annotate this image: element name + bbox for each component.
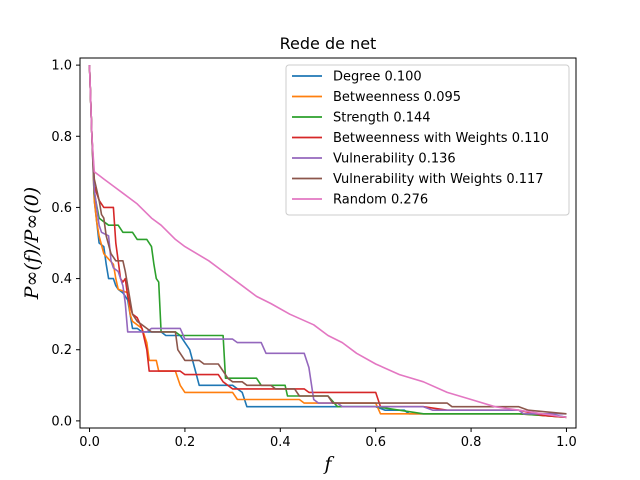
x-tick-label: 1.0 (556, 435, 577, 450)
legend-label-5: Vulnerability with Weights 0.117 (333, 172, 544, 187)
legend: Degree 0.100 Betweenness 0.095 Strength 0.… (285, 64, 570, 216)
x-axis: 0.0 0.2 0.4 0.6 0.8 1.0 (79, 428, 577, 450)
y-axis-label: P∞(f)/P∞(0) (21, 187, 43, 300)
y-tick-label: 0.0 (51, 414, 72, 429)
y-tick-label: 0.6 (51, 201, 72, 216)
series-line-4 (88, 65, 567, 415)
x-tick-label: 0.8 (461, 435, 482, 450)
legend-label-0: Degree 0.100 (333, 70, 422, 85)
legend-label-3: Betweenness with Weights 0.110 (333, 131, 549, 146)
legend-label-2: Strength 0.144 (333, 111, 431, 126)
legend-label-4: Vulnerability 0.136 (333, 152, 456, 167)
y-tick-label: 0.4 (51, 272, 72, 287)
x-tick-label: 0.4 (270, 435, 291, 450)
chart-title: Rede de net (280, 34, 377, 53)
x-axis-label: f (322, 453, 334, 475)
legend-box (285, 64, 570, 216)
y-tick-label: 0.2 (51, 343, 72, 358)
legend-label-6: Random 0.276 (333, 193, 428, 208)
plot-frame (79, 57, 577, 429)
legend-label-1: Betweenness 0.095 (333, 90, 461, 105)
series-line-6 (88, 65, 567, 419)
x-tick-label: 0.0 (79, 435, 100, 450)
plot-lines (88, 65, 567, 419)
x-tick-label: 0.2 (175, 435, 196, 450)
y-axis: 0.0 0.2 0.4 0.6 0.8 1.0 (51, 59, 80, 429)
y-tick-label: 0.8 (51, 130, 72, 145)
series-line-5 (88, 65, 567, 415)
y-tick-label: 1.0 (51, 59, 72, 74)
x-tick-label: 0.6 (365, 435, 386, 450)
